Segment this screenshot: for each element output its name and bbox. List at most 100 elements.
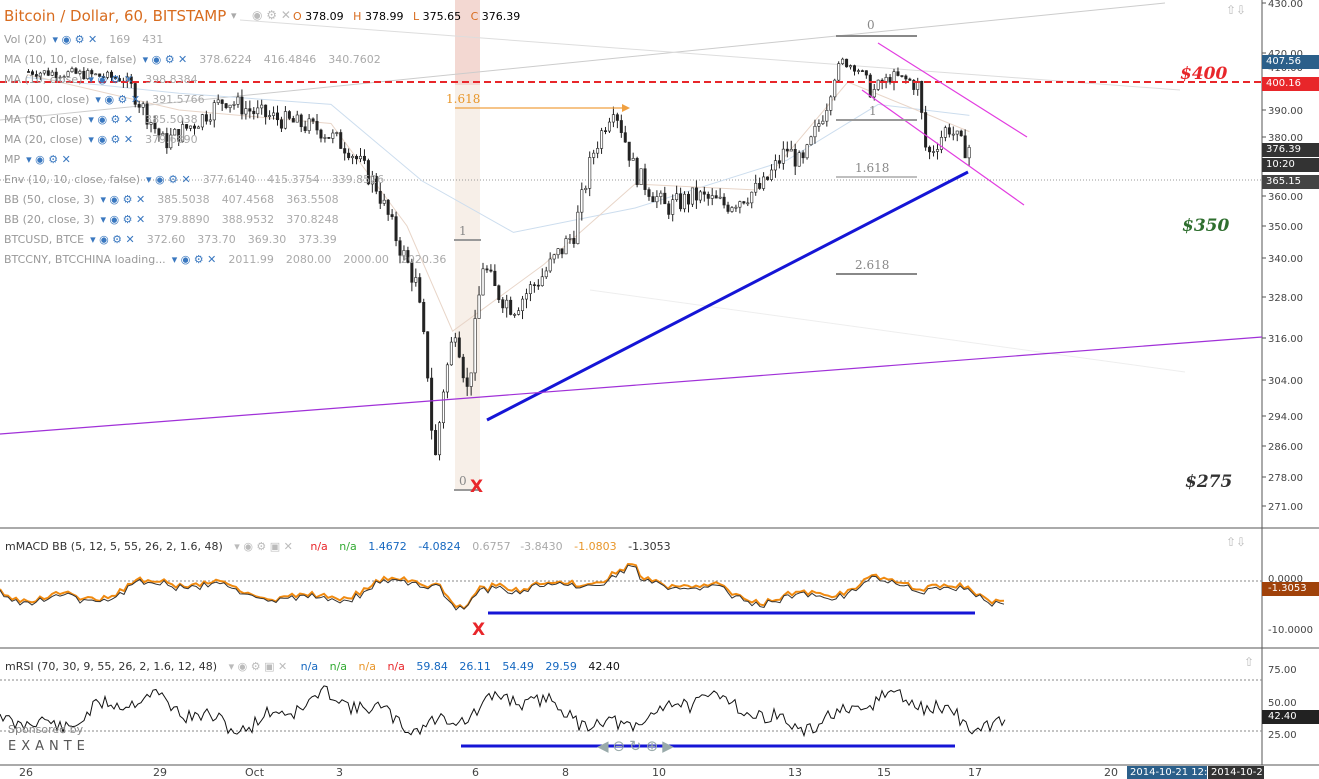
price-candle-body [762,176,766,189]
price-candle-body [947,127,951,135]
indicator-name: MA (100, close) [4,93,90,106]
price-tag-ma: 407.56 [1262,55,1319,69]
indicator-row[interactable]: MA (50, close) ▾ ◉ ⚙ ✕ 385.5038 [4,113,198,126]
eye-icon[interactable]: ▾ ◉ ⚙ ✕ [100,213,146,226]
rsi-val-5: 26.11 [459,660,491,673]
price-candle-body [394,216,398,242]
indicator-row[interactable]: Env (10, 10, close, false) ▾ ◉ ⚙ ✕ 377.614… [4,173,384,186]
price-candle-body [675,193,679,200]
price-candle-body [200,114,204,128]
price-candle-body [351,156,355,159]
ohlc-open: 378.09 [305,10,344,23]
indicator-value: 2080.00 [285,253,332,266]
price-candle-body [513,314,517,316]
y-tick-label: 278.00 [1268,473,1303,484]
price-candle-body [528,284,532,294]
fib-label-2618: 2.618 [855,258,890,272]
price-candle-body [829,96,833,111]
zoom-out-icon[interactable]: ⊖ [612,737,630,755]
indicator-row[interactable]: BB (20, close, 3) ▾ ◉ ⚙ ✕ 379.8890 388.9532… [4,213,339,226]
eye-icon[interactable]: ▾ ◉ ⚙ ✕ [171,253,217,266]
price-candle-body [161,133,165,136]
settings-icon-group[interactable]: ◉ ⚙ ✕ [252,8,291,22]
price-candle-body [220,99,224,104]
eye-icon[interactable]: ▾ ◉ ⚙ ✕ [26,153,71,166]
y-tick-label: 340.00 [1268,254,1303,265]
price-candle-body [868,74,872,98]
price-candle-body [70,68,74,73]
rsi-tick-25: 25.00 [1268,730,1297,741]
eye-icon[interactable]: ▾ ◉ ⚙ ✕ [52,33,98,46]
price-candle-body [556,248,560,256]
price-candle-body [117,78,121,82]
price-candle-body [718,196,722,199]
rsi-settings-icons[interactable]: ▾ ◉ ⚙ ▣ ✕ [228,660,288,673]
eye-icon[interactable]: ▾ ◉ ⚙ ✕ [88,73,134,86]
chevron-down-icon[interactable]: ▾ [231,9,237,22]
zoom-controls[interactable]: ◀⊖↻⊕▶ [597,737,678,755]
price-candle-body [27,71,31,73]
indicator-row[interactable]: MA (100, close) ▾ ◉ ⚙ ✕ 391.5766 [4,93,205,106]
indicator-row[interactable]: MA (10, close) ▾ ◉ ⚙ ✕ 398.8384 [4,73,198,86]
eye-icon[interactable]: ▾ ◉ ⚙ ✕ [100,193,146,206]
macd-val-4: 0.6757 [472,540,511,553]
price-candle-body [295,114,299,123]
time-tick-label: 20 [1104,766,1118,779]
price-candle-body [955,130,959,135]
indicator-row[interactable]: MA (20, close) ▾ ◉ ⚙ ✕ 379.6890 [4,133,198,146]
eye-icon[interactable]: ▾ ◉ ⚙ ✕ [90,233,135,246]
macd-line [0,562,1005,610]
y-tick-label: 328.00 [1268,293,1303,304]
price-candle-body [189,125,193,129]
scroll-right-icon[interactable]: ▶ [662,737,678,755]
price-candle-body [90,70,94,75]
pane-arrows-icon[interactable]: ⇧⇩ [1226,3,1247,17]
sponsor-logo[interactable]: EXANTE [8,739,90,754]
price-candle-body [244,108,248,115]
indicator-name: MA (50, close) [4,113,83,126]
price-candle-body [366,160,370,185]
price-candle-body [94,73,98,76]
price-candle-body [710,195,714,199]
indicator-value: 373.39 [298,233,337,246]
indicator-row[interactable]: MP ▾ ◉ ⚙ ✕ [4,153,71,166]
indicator-row[interactable]: BTCUSD, BTCE ▾ ◉ ⚙ ✕ 372.60 373.70 369.30 373… [4,233,337,246]
eye-icon[interactable]: ▾ ◉ ⚙ ✕ [95,93,141,106]
price-candle-body [370,175,374,185]
price-candle-body [505,299,509,309]
eye-icon[interactable]: ▾ ◉ ⚙ ✕ [88,113,134,126]
price-candle-body [517,310,521,315]
rsi-val-6: 54.49 [502,660,534,673]
gray-ray-upper [0,2,1166,121]
time-tick-label: 26 [19,766,33,779]
zoom-in-icon[interactable]: ⊕ [645,737,663,755]
eye-icon[interactable]: ▾ ◉ ⚙ ✕ [146,173,191,186]
price-candle-body [900,75,904,77]
price-candle-body [347,152,351,159]
macd-settings-icons[interactable]: ▾ ◉ ⚙ ▣ ✕ [234,540,293,553]
price-candle-body [54,71,58,78]
indicator-row[interactable]: BB (50, close, 3) ▾ ◉ ⚙ ✕ 385.5038 407.4568… [4,193,339,206]
rsi-pane-arrow-icon[interactable]: ⇧ [1244,655,1255,669]
rsi-tick-50: 50.00 [1268,698,1297,709]
symbol-title[interactable]: Bitcoin / Dollar, 60, BITSTAMP [4,7,227,25]
price-candle-body [734,206,738,209]
reset-icon[interactable]: ↻ [629,737,646,755]
fib-label-left-one: 1 [459,224,467,238]
price-candle-body [679,193,683,210]
scroll-left-icon[interactable]: ◀ [597,737,613,755]
eye-icon[interactable]: ▾ ◉ ⚙ ✕ [142,53,188,66]
indicator-row[interactable]: Vol (20) ▾ ◉ ⚙ ✕ 169 431 [4,33,163,46]
indicator-row[interactable]: BTCCNY, BTCCHINA loading... ▾ ◉ ⚙ ✕ 2011.9… [4,253,446,266]
eye-icon[interactable]: ▾ ◉ ⚙ ✕ [88,133,134,146]
price-candle-body [82,70,86,80]
indicator-row[interactable]: MA (10, 10, close, false) ▾ ◉ ⚙ ✕ 378.6224… [4,53,381,66]
price-candle-body [236,96,240,105]
macd-pane-arrows-icon[interactable]: ⇧⇩ [1226,535,1247,549]
y-tick-label: 420.00 [1268,49,1303,60]
rsi-val-2: n/a [358,660,376,673]
price-candle-body [287,111,291,119]
indicator-value: 407.4568 [221,193,275,206]
price-candle-body [639,168,643,185]
